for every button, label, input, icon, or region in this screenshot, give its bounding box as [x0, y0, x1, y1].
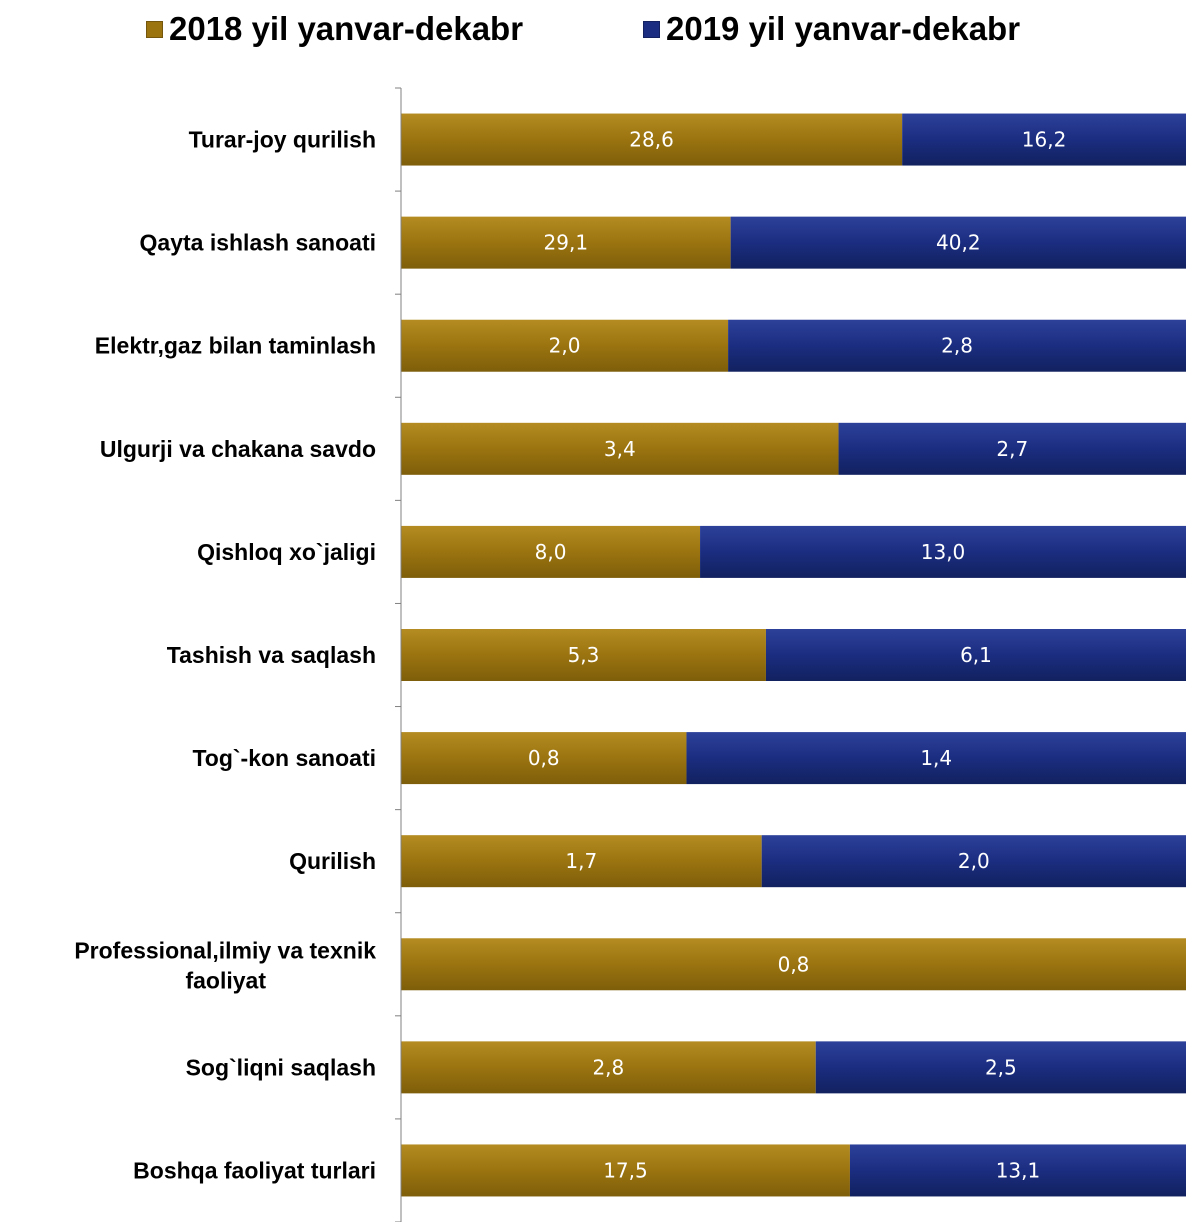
data-label-2019: 2,0: [958, 849, 990, 873]
category-label: Elektr,gaz bilan taminlash: [95, 333, 376, 359]
data-label-2019: 2,5: [985, 1055, 1017, 1079]
data-label-2019: 40,2: [936, 231, 981, 255]
data-label-2018: 0,8: [778, 952, 810, 976]
data-label-2018: 2,8: [592, 1055, 624, 1079]
bar-2018: [401, 938, 1186, 991]
bar-2018: [401, 835, 762, 888]
bar-2019: [686, 732, 1186, 785]
chart-legend: 2018 yil yanvar-dekabr 2019 yil yanvar-d…: [0, 10, 1186, 60]
legend-label-2018: 2018 yil yanvar-dekabr: [169, 10, 524, 47]
data-label-2019: 13,1: [996, 1158, 1041, 1182]
category-label: Professional,ilmiy va texnik faoliyat: [74, 937, 376, 993]
category-label: Qayta ishlash sanoati: [140, 230, 376, 256]
data-label-2019: 2,7: [996, 437, 1028, 461]
data-label-2018: 5,3: [568, 643, 600, 667]
legend-swatch-2019: [643, 20, 660, 38]
bar-2018: [401, 216, 731, 269]
data-label-2018: 0,8: [528, 746, 560, 770]
bar-2018: [401, 319, 729, 372]
data-label-2018: 29,1: [544, 231, 589, 255]
bar-2018: [401, 422, 839, 475]
bar-2019: [700, 525, 1186, 578]
category-label: Ulgurji va chakana savdo: [100, 436, 376, 462]
bar-2019: [761, 835, 1186, 888]
data-label-2019: 16,2: [1022, 128, 1067, 152]
category-label: Sog`liqni saqlash: [186, 1054, 376, 1080]
bar-2018: [401, 1041, 816, 1094]
data-label-2019: 6,1: [960, 643, 992, 667]
bar-2018: [401, 113, 903, 166]
category-label: Boshqa faoliyat turlari: [133, 1157, 376, 1183]
data-label-2019: 13,0: [921, 540, 966, 564]
data-label-2018: 28,6: [629, 128, 674, 152]
category-label: Tog`-kon sanoati: [192, 745, 376, 771]
category-label: Qishloq xo`jaligi: [197, 539, 376, 565]
data-label-2018: 17,5: [603, 1158, 648, 1182]
bar-2019: [765, 629, 1186, 681]
legend-swatch-2018: [146, 20, 163, 38]
bar-2019: [902, 113, 1186, 166]
data-label-2019: 1,4: [920, 746, 952, 770]
bar-2019: [815, 1041, 1186, 1094]
category-label: Qurilish: [289, 848, 376, 874]
bar-2018: [401, 629, 766, 681]
bar-2018: [401, 1144, 850, 1197]
data-label-2018: 3,4: [604, 437, 636, 461]
bar-2019: [849, 1144, 1186, 1197]
category-label: Turar-joy qurilish: [189, 127, 376, 153]
bar-2019: [730, 216, 1186, 269]
data-label-2018: 2,0: [549, 334, 581, 358]
data-label-2018: 1,7: [565, 849, 597, 873]
bar-2019: [728, 319, 1186, 372]
bar-2018: [401, 525, 701, 578]
data-label-2018: 8,0: [535, 540, 567, 564]
legend-item-2019: 2019 yil yanvar-dekabr: [643, 10, 1020, 48]
category-label: Tashish va saqlash: [167, 642, 376, 668]
bar-2019: [838, 422, 1186, 475]
data-label-2019: 2,8: [941, 334, 973, 358]
legend-label-2019: 2019 yil yanvar-dekabr: [666, 10, 1021, 47]
bar-2018: [401, 732, 687, 785]
legend-item-2018: 2018 yil yanvar-dekabr: [146, 10, 523, 48]
